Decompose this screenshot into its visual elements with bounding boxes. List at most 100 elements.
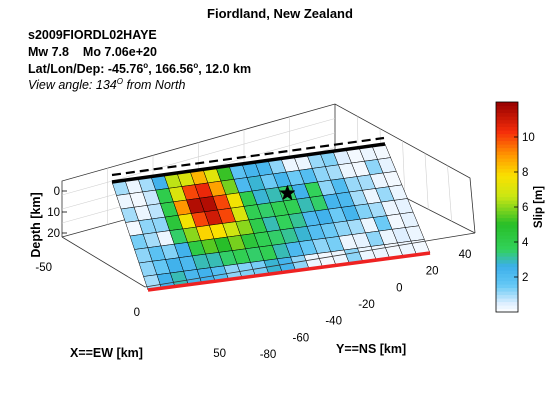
- colorbar-segment: [496, 144, 518, 149]
- colorbar-segment: [496, 228, 518, 233]
- view-angle-line: View angle: 134O from North: [28, 77, 185, 92]
- colorbar-segment: [496, 147, 518, 152]
- colorbar-segment: [496, 214, 518, 219]
- depth-value: , 12.0 km: [198, 62, 252, 77]
- colorbar-segment: [496, 291, 518, 296]
- colorbar-tick-label: 10: [522, 132, 535, 144]
- x-tick-label: 50: [213, 348, 226, 360]
- colorbar-segment: [496, 123, 518, 128]
- colorbar-segment: [496, 245, 518, 250]
- view-angle-value: View angle: 134: [28, 78, 117, 93]
- surface-trace: [111, 136, 385, 177]
- colorbar-segment: [496, 119, 518, 124]
- gridline: [424, 153, 429, 210]
- colorbar-segment: [496, 154, 518, 159]
- colorbar-segment: [496, 256, 518, 261]
- event-id: s2009FIORDL02HAYE: [28, 28, 157, 42]
- colorbar-segment: [496, 109, 518, 114]
- z-tick-label: 10: [47, 207, 60, 219]
- y-axis-line: [144, 232, 476, 288]
- mw-value: Mw 7.8: [28, 45, 69, 59]
- colorbar-segment: [496, 140, 518, 145]
- colorbar-segment: [496, 112, 518, 117]
- colorbar-segment: [496, 235, 518, 240]
- y-axis-label: Y==NS [km]: [336, 342, 406, 356]
- colorbar-segment: [496, 242, 518, 247]
- colorbar-segment: [496, 207, 518, 212]
- colorbar-segment: [496, 179, 518, 184]
- colorbar-segment: [496, 224, 518, 229]
- gridline: [447, 165, 452, 222]
- colorbar-segment: [496, 172, 518, 177]
- view-angle-suffix: from North: [122, 78, 186, 93]
- colorbar-segment: [496, 186, 518, 191]
- fault-edges: [111, 136, 431, 292]
- colorbar-tick-label: 8: [522, 167, 528, 179]
- colorbar: 2 4 6 8 10: [495, 101, 535, 313]
- y-tick-label: 40: [459, 249, 472, 261]
- x-tick-label: 0: [134, 307, 140, 319]
- colorbar-segment: [496, 165, 518, 170]
- colorbar-segment: [496, 158, 518, 163]
- colorbar-segment: [496, 266, 518, 271]
- magnitude-line: Mw 7.8 Mo 7.06e+20: [28, 45, 157, 59]
- z-axis-label: Depth [km]: [29, 192, 43, 257]
- colorbar-segment: [496, 249, 518, 254]
- lat-value: Lat/Lon/Dep: -45.76: [28, 62, 144, 77]
- colorbar-segment: [496, 105, 518, 110]
- y-tick-label: 20: [426, 266, 439, 278]
- chart-title: Fiordland, New Zealand: [207, 6, 353, 21]
- colorbar-segment: [496, 287, 518, 292]
- colorbar-segment: [496, 161, 518, 166]
- fault-bottom-edge: [147, 251, 431, 292]
- colorbar-segment: [496, 151, 518, 156]
- colorbar-segment: [496, 203, 518, 208]
- axes-box-front: [61, 232, 476, 288]
- y-tick-label: -40: [325, 316, 342, 328]
- colorbar-segment: [496, 210, 518, 215]
- colorbar-segment: [496, 217, 518, 222]
- colorbar-segment: [496, 102, 518, 107]
- colorbar-segment: [496, 301, 518, 306]
- colorbar-tick-label: 6: [522, 202, 528, 214]
- colorbar-segment: [496, 238, 518, 243]
- colorbar-tick-label: 4: [522, 237, 529, 249]
- colorbar-segment: [496, 126, 518, 131]
- view-angle-degree: O: [116, 77, 123, 86]
- colorbar-segment: [496, 280, 518, 285]
- colorbar-segment: [496, 175, 518, 180]
- y-tick-label: -20: [358, 299, 375, 311]
- x-tick-label: -50: [35, 262, 52, 274]
- lon-value: , 166.56: [148, 62, 194, 77]
- colorbar-segment: [496, 263, 518, 268]
- y-tick-label: -60: [293, 332, 310, 344]
- colorbar-segment: [496, 259, 518, 264]
- colorbar-segment: [496, 196, 518, 201]
- colorbar-segment: [496, 130, 518, 135]
- colorbar-segment: [496, 273, 518, 278]
- lat-degree: o: [143, 61, 149, 70]
- colorbar-tick-label: 2: [522, 272, 528, 284]
- colorbar-segment: [496, 305, 518, 310]
- location-line: Lat/Lon/Dep: -45.76o, 166.56o, 12.0 km: [28, 61, 251, 76]
- colorbar-segment: [496, 284, 518, 289]
- colorbar-segment: [496, 182, 518, 187]
- colorbar-segment: [496, 252, 518, 257]
- lon-degree: o: [193, 61, 199, 70]
- colorbar-segment: [496, 308, 518, 313]
- colorbar-segment: [496, 270, 518, 275]
- colorbar-segment: [496, 116, 518, 121]
- fault-top-edge: [111, 142, 386, 184]
- mo-value: Mo 7.06e+20: [82, 45, 157, 59]
- x-axis-line: [61, 236, 146, 288]
- y-tick-label: 0: [396, 282, 402, 294]
- gridline: [402, 140, 406, 198]
- colorbar-segment: [496, 200, 518, 205]
- colorbar-segment: [496, 137, 518, 142]
- colorbar-segment: [496, 294, 518, 299]
- axis-ticks: 0 10 20 -50 0 50 -80 -60 -40 -20 0 20 40: [35, 186, 471, 361]
- z-tick-label: 0: [54, 186, 60, 198]
- colorbar-segment: [496, 168, 518, 173]
- colorbar-segment: [496, 231, 518, 236]
